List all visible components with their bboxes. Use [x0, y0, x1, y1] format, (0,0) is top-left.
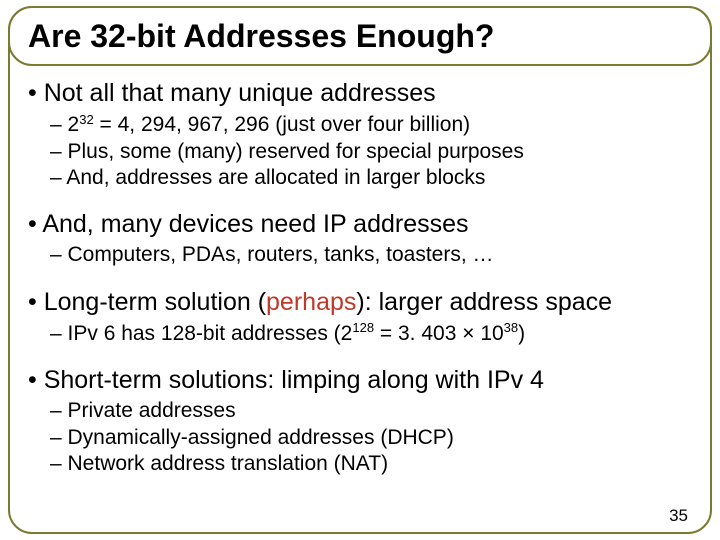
bullet-4-sub-3: – Network address translation (NAT) — [50, 451, 700, 477]
bullet-1-sub-3: – And, addresses are allocated in larger… — [50, 165, 700, 191]
bullet-2-text: And, many devices need IP addresses — [42, 210, 468, 238]
bullet-1-text: Not all that many unique addresses — [44, 79, 436, 107]
page-number: 35 — [669, 506, 688, 526]
content-area: • Not all that many unique addresses – 2… — [28, 78, 700, 477]
bullet-2-sub-1: – Computers, PDAs, routers, tanks, toast… — [50, 242, 700, 268]
bullet-4-sub-1: – Private addresses — [50, 398, 700, 424]
bullet-1-sub-1: – 232 = 4, 294, 967, 296 (just over four… — [50, 111, 700, 138]
bullet-4-sub-2: – Dynamically-assigned addresses (DHCP) — [50, 425, 700, 451]
bullet-3-sub-1: – IPv 6 has 128-bit addresses (2128 = 3.… — [50, 320, 700, 347]
slide-title: Are 32-bit Addresses Enough? — [28, 18, 494, 55]
bullet-1-sub-2: – Plus, some (many) reserved for special… — [50, 139, 700, 165]
bullet-2: • And, many devices need IP addresses — [28, 209, 700, 240]
bullet-3: • Long-term solution (perhaps): larger a… — [28, 287, 700, 318]
bullet-4: • Short-term solutions: limping along wi… — [28, 365, 700, 396]
highlight-text: perhaps — [266, 288, 356, 316]
title-container: Are 32-bit Addresses Enough? — [8, 6, 712, 66]
bullet-4-text: Short-term solutions: limping along with… — [44, 366, 544, 394]
bullet-1: • Not all that many unique addresses — [28, 78, 700, 109]
